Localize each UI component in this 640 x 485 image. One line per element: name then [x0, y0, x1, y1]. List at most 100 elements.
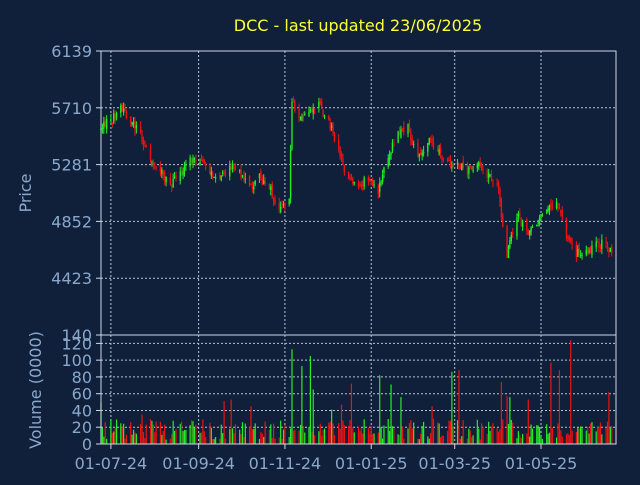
volume-bar	[512, 422, 514, 444]
candle-body	[289, 149, 292, 199]
volume-bar	[192, 421, 194, 444]
candle-body	[431, 138, 433, 143]
candle-body	[313, 108, 316, 110]
volume-bar	[459, 438, 461, 444]
volume-bar	[155, 421, 157, 444]
volume-bar	[340, 404, 343, 444]
candle-body	[180, 170, 183, 174]
candle-body	[185, 164, 187, 166]
volume-bar	[408, 423, 411, 444]
candle-body	[318, 102, 320, 108]
price-tick-label: 5710	[51, 99, 92, 118]
volume-bar	[442, 435, 444, 444]
candle-body	[557, 203, 559, 207]
candle-body	[482, 168, 484, 170]
volume-bar	[575, 431, 577, 444]
candle-body	[561, 210, 563, 218]
candle-body	[360, 183, 363, 187]
candle-body	[291, 102, 293, 149]
volume-bar	[311, 431, 313, 444]
candle-body	[601, 239, 603, 249]
candle-body	[219, 174, 221, 179]
candle-body	[551, 205, 554, 207]
volume-bar	[417, 438, 419, 444]
candle-body	[135, 124, 138, 129]
candle-body	[329, 122, 331, 130]
volume-bar	[304, 432, 306, 444]
candle-body	[461, 163, 463, 171]
candle-body	[120, 105, 122, 113]
volume-bar	[299, 424, 302, 444]
volume-bar	[428, 438, 430, 444]
volume-bar	[343, 425, 345, 444]
candle-body	[472, 170, 474, 172]
candle-body	[125, 111, 128, 119]
volume-bar	[193, 427, 195, 444]
candle-body	[141, 134, 143, 141]
candle-body	[512, 232, 514, 235]
candle-body	[520, 218, 522, 227]
candle-body	[362, 185, 364, 187]
volume-bar	[273, 423, 275, 444]
candle-body	[529, 230, 531, 236]
candle-body	[193, 158, 196, 160]
candle-body	[541, 214, 544, 217]
volume-bar	[215, 436, 217, 444]
volume-bar	[482, 427, 484, 444]
volume-bar	[342, 420, 344, 444]
candle-body	[330, 125, 333, 129]
volume-bar	[580, 426, 582, 444]
volume-bar	[362, 433, 364, 444]
candle-body	[261, 177, 263, 185]
volume-bar	[578, 428, 580, 444]
candle-body	[502, 215, 504, 227]
candle-body	[323, 115, 326, 117]
candle-body	[149, 147, 152, 161]
candle-body	[422, 151, 425, 154]
volume-bar	[608, 392, 610, 444]
candle-body	[144, 142, 146, 144]
candle-body	[263, 180, 265, 184]
candle-body	[451, 166, 453, 168]
candle-body	[321, 101, 323, 108]
candle-body	[487, 172, 490, 179]
price-tick-label: 4423	[51, 269, 92, 288]
volume-bar	[141, 414, 143, 444]
volume-bar	[333, 434, 336, 444]
candle-body	[608, 249, 610, 252]
volume-bar	[114, 427, 116, 444]
volume-bar	[373, 433, 375, 444]
volume-bar	[124, 438, 126, 444]
volume-bar	[121, 426, 123, 444]
candle-body	[152, 162, 155, 166]
volume-bar	[401, 426, 403, 444]
volume-bar	[519, 435, 521, 444]
candle-body	[343, 165, 346, 173]
volume-bar	[144, 438, 146, 444]
candle-body	[397, 131, 399, 143]
candle-body	[338, 139, 340, 148]
candle-body	[411, 139, 413, 145]
volume-bar	[449, 420, 452, 444]
volume-bar	[231, 428, 234, 444]
candle-body	[526, 219, 528, 231]
candle-body	[509, 240, 511, 248]
volume-axis-label: Volume (0000)	[26, 331, 45, 449]
candle-body	[339, 147, 341, 157]
candle-body	[304, 113, 306, 115]
volume-bar	[506, 396, 508, 444]
candle-body	[507, 246, 510, 259]
volume-bar	[173, 430, 176, 444]
volume-bar	[488, 421, 490, 444]
volume-bar	[458, 370, 460, 444]
volume-bar	[499, 429, 501, 444]
candle-body	[130, 116, 132, 123]
candle-body	[598, 242, 600, 248]
candle-body	[571, 243, 573, 245]
volume-bar	[439, 437, 442, 444]
candle-body	[538, 217, 541, 224]
volume-tick-label: 100	[61, 351, 92, 370]
candle-body	[175, 175, 177, 179]
